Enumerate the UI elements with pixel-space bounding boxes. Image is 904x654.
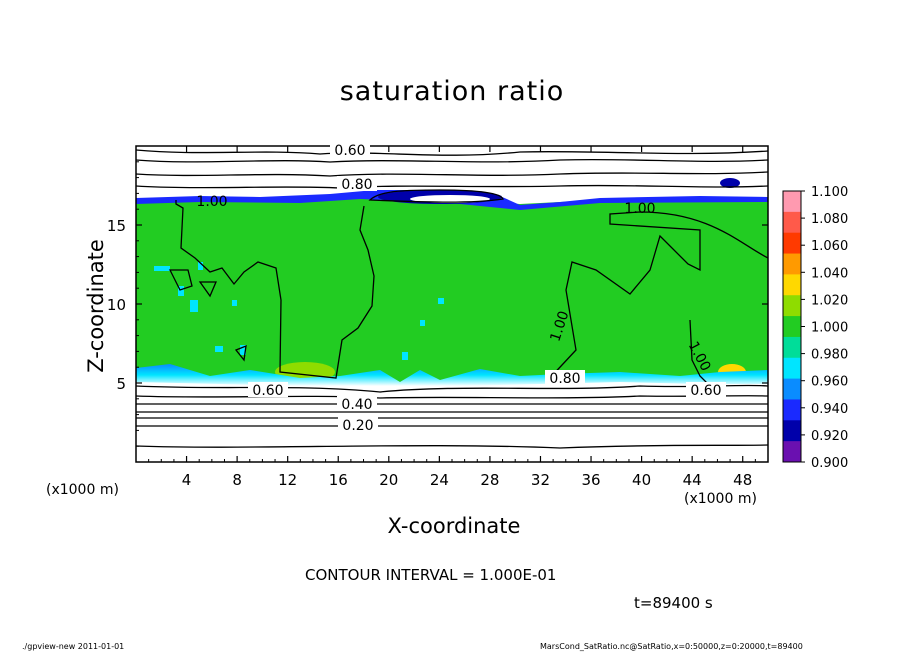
- colorbar-label: 0.900: [811, 456, 848, 471]
- colorbar-label: 0.980: [811, 348, 848, 363]
- colorbar-swatch: [783, 295, 801, 317]
- contour-interval-text: CONTOUR INTERVAL = 1.000E-01: [305, 566, 557, 584]
- colorbar-label: 1.000: [811, 321, 848, 336]
- x-unit-right: (x1000 m): [684, 491, 757, 507]
- colorbar-swatch: [783, 211, 801, 234]
- lower-blue-band: [136, 364, 768, 386]
- x-tick-label: 36: [581, 471, 600, 489]
- contour-label: 1.00: [196, 194, 227, 210]
- x-tick-label: 32: [531, 471, 550, 489]
- x-tick-label: 8: [232, 471, 242, 489]
- colorbar: 1.100 1.080 1.060 1.040 1.020 1.000 0.980 0.960…: [782, 185, 848, 471]
- contour-label-bg: [686, 382, 726, 397]
- colorbar-label: 1.060: [811, 239, 848, 254]
- contour-label: 0.60: [334, 143, 365, 159]
- x-tick-label: 28: [480, 471, 499, 489]
- y-tick-label: 5: [116, 375, 126, 393]
- contour-label: 0.20: [342, 418, 373, 434]
- contour-label: 0.80: [549, 371, 580, 387]
- contour-label: 0.60: [690, 383, 721, 399]
- colorbar-label: 0.940: [811, 402, 848, 417]
- colorbar-swatch: [783, 316, 801, 338]
- footer-left: ./gpview-new 2011-01-01: [22, 642, 125, 651]
- colorbar-swatch: [783, 441, 801, 463]
- y-tick-label: 15: [107, 217, 126, 235]
- colorbar-label: 1.080: [811, 212, 848, 227]
- x-unit-left: (x1000 m): [46, 482, 119, 498]
- colorbar-swatch: [783, 420, 801, 442]
- x-tick-label: 20: [379, 471, 398, 489]
- x-tick-label: 16: [329, 471, 348, 489]
- saturated-green-region: [136, 196, 768, 384]
- contour-label: 1.00: [624, 201, 655, 217]
- small-blue-cell: [720, 178, 740, 188]
- chart-title: saturation ratio: [339, 76, 565, 107]
- scattered-cells: [154, 262, 444, 360]
- colorbar-swatch: [783, 274, 801, 296]
- contour-label-bg: [337, 176, 377, 191]
- x-axis-label: X-coordinate: [387, 514, 521, 538]
- x-tick-label: 48: [733, 471, 752, 489]
- colorbar-label: 1.100: [811, 185, 848, 200]
- x-tick-label: 44: [683, 471, 702, 489]
- y-tick-label: 10: [107, 296, 126, 314]
- colorbar-label: 0.960: [811, 375, 848, 390]
- contour-label-bg: [545, 370, 585, 385]
- upper-white-patch: [410, 195, 490, 203]
- plot-field: [136, 146, 768, 462]
- colorbar-swatch: [783, 378, 801, 400]
- colorbar-swatch: [783, 232, 801, 255]
- contour-labels: 0.600.801.00 1.001.001.000.800.60 0.600.40…: [196, 142, 726, 434]
- contour-label-bg: [337, 396, 377, 411]
- contour-label: 0.40: [341, 397, 372, 413]
- colorbar-swatch: [783, 336, 801, 359]
- x-tick-label: 24: [430, 471, 449, 489]
- footer-right: MarsCond_SatRatio.nc@SatRatio,x=0:50000,…: [540, 642, 803, 651]
- colorbar-swatch: [783, 253, 801, 275]
- colorbar-label: 0.920: [811, 429, 848, 444]
- contour-label: 0.80: [341, 177, 372, 193]
- colorbar-swatch: [783, 191, 801, 213]
- colorbar-swatch: [783, 357, 801, 380]
- colorbar-swatch: [783, 399, 801, 421]
- colorbar-label: 1.040: [811, 266, 848, 281]
- x-ticks: 4 8 12 16 20 24 28 32 36 40 44 48: [148, 146, 756, 489]
- contour-label-bg: [248, 382, 288, 397]
- contour-label-bg: [338, 417, 378, 432]
- x-tick-label: 12: [278, 471, 297, 489]
- contour-label: 0.60: [252, 383, 283, 399]
- contour-label-bg: [330, 142, 370, 157]
- colorbar-label: 1.020: [811, 293, 848, 308]
- x-tick-label: 40: [632, 471, 651, 489]
- y-ticks: 5 10 15: [107, 161, 768, 447]
- time-label: t=89400 s: [634, 594, 713, 612]
- x-tick-label: 4: [182, 471, 192, 489]
